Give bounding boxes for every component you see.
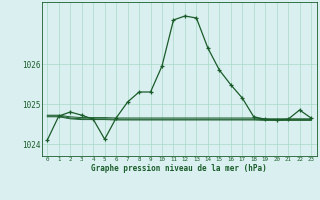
X-axis label: Graphe pression niveau de la mer (hPa): Graphe pression niveau de la mer (hPa): [91, 164, 267, 173]
